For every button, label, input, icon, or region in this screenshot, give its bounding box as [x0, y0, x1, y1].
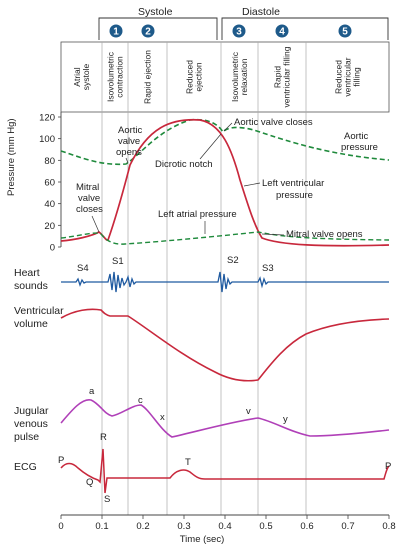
heart-sounds-row: Heart sounds S4 S1 S2 S3	[14, 255, 389, 293]
time-tick-label: 0.6	[300, 521, 313, 532]
time-tick-label: 0.7	[341, 521, 354, 532]
time-axis-label: Time (sec)	[180, 534, 225, 545]
diastole-label: Diastole	[242, 6, 280, 18]
pressure-annotations: Aortic valve opens Aortic valve closes A…	[76, 117, 378, 240]
jvp-x-label: x	[160, 412, 165, 423]
pressure-tick-label: 40	[44, 199, 55, 210]
time-tick-label: 0.1	[95, 521, 108, 532]
phase-header: Systole Diastole 1 2 3 4 5	[98, 6, 389, 40]
time-tick-label: 0.8	[382, 521, 395, 532]
pressure-tick-label: 80	[44, 156, 55, 167]
phase-label-reduced-ejection: Reducedejection	[185, 60, 204, 94]
aortic-pressure-curve	[60, 118, 390, 166]
left-ventricular-pressure-label: Left ventricular pressure	[262, 178, 327, 201]
ecg-r-label: R	[100, 432, 107, 443]
ecg-t-label: T	[185, 457, 191, 468]
phase-label-isovolumetric-relaxation: Isovolumetricrelaxation	[230, 51, 249, 102]
dicrotic-notch-label: Dicrotic notch	[155, 159, 213, 170]
aortic-valve-opens-label: Aortic valve opens	[116, 125, 145, 158]
phase-label-reduced-ventricular-filling: Reducedventricularfilling	[334, 57, 362, 96]
left-ventricular-pressure-curve	[60, 118, 390, 247]
aortic-pressure-label: Aortic pressure	[341, 131, 378, 153]
time-tick-label: 0	[58, 521, 63, 532]
ecg-q-label: Q	[86, 477, 93, 488]
time-tick-label: 0.3	[177, 521, 190, 532]
mitral-valve-closes-label: Mitral valve closes	[76, 182, 103, 215]
heart-sounds-label: Heart sounds	[14, 267, 48, 292]
systole-label: Systole	[138, 6, 173, 18]
jugular-venous-pulse-row: Jugular venous pulse a c x v y	[14, 386, 390, 443]
phase-label-box	[60, 41, 390, 113]
phase-label-isovolumetric-contraction: Isovolumetriccontraction	[106, 51, 125, 102]
jvp-c-label: c	[138, 395, 143, 406]
pressure-tick-label: 120	[39, 113, 55, 124]
phase-badge-1: 1	[109, 24, 123, 38]
aortic-valve-closes-label: Aortic valve closes	[234, 117, 313, 128]
phase-badge-2: 2	[141, 24, 155, 38]
phase-divider-lines	[101, 42, 307, 515]
phase-badge-4: 4	[275, 24, 289, 38]
s3-label: S3	[262, 263, 274, 274]
svg-text:5: 5	[342, 27, 348, 38]
ventricular-volume-row: Ventricular volume	[14, 305, 390, 382]
phase-badge-3: 3	[232, 24, 246, 38]
pressure-tick-label: 100	[39, 134, 55, 145]
ecg-s-label: S	[104, 494, 110, 505]
heart-sounds-trace	[61, 271, 389, 293]
jvp-y-label: y	[283, 414, 288, 425]
jvp-v-label: v	[246, 406, 251, 417]
phase-label-rapid-ejection: Rapid ejection	[143, 50, 153, 104]
phase-badge-5: 5	[338, 24, 352, 38]
mitral-valve-opens-label: Mitral valve opens	[286, 229, 363, 240]
svg-text:3: 3	[236, 27, 242, 38]
time-tick-label: 0.5	[259, 521, 272, 532]
ecg-label: ECG	[14, 461, 37, 473]
s2-label: S2	[227, 255, 239, 266]
time-axis: 0 0.1 0.2 0.3 0.4 0.5 0.6 0.7 0.8 Time (sec)	[58, 514, 396, 545]
phase-label-rapid-ventricular-filling: Rapidventricular filling	[273, 46, 292, 107]
pressure-axis-label: Pressure (mm Hg)	[6, 118, 17, 196]
left-atrial-pressure-label: Left atrial pressure	[158, 209, 237, 220]
svg-text:2: 2	[145, 27, 151, 38]
pressure-tick-label: 20	[44, 221, 55, 232]
time-tick-label: 0.4	[218, 521, 231, 532]
phase-labels: Atrialsystole Isovolumetriccontraction Rap…	[72, 46, 362, 107]
time-tick-label: 0.2	[136, 521, 149, 532]
jvp-a-label: a	[89, 386, 95, 397]
left-atrial-pressure-curve	[60, 231, 390, 245]
ecg-p-label: P	[58, 455, 64, 466]
s1-label: S1	[112, 256, 124, 267]
pressure-tick-label: 0	[50, 243, 55, 254]
phase-label-atrial-systole: Atrialsystole	[72, 64, 91, 91]
jvp-curve	[60, 399, 390, 438]
ventricular-volume-curve	[60, 308, 390, 382]
svg-text:4: 4	[279, 27, 285, 38]
ecg-p-end-label: P	[385, 461, 391, 472]
pressure-tick-label: 60	[44, 178, 55, 189]
svg-text:1: 1	[113, 27, 119, 38]
ventricular-volume-label: Ventricular volume	[14, 305, 67, 330]
ecg-row: ECG P Q R S T P	[14, 432, 391, 505]
ecg-trace	[60, 448, 390, 494]
s4-label: S4	[77, 263, 89, 274]
jugular-venous-pulse-label: Jugular venous pulse	[14, 405, 51, 443]
pressure-axis: 0 20 40 60 80 100 120 Pressure (mm Hg)	[6, 112, 62, 254]
